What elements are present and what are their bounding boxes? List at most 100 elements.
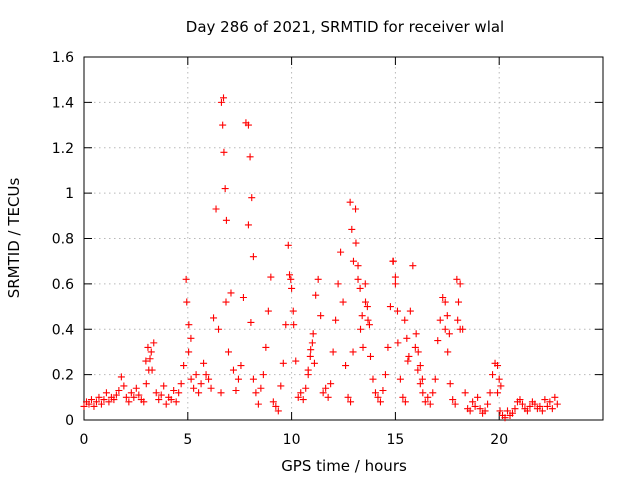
data-point-marker <box>455 298 463 306</box>
data-point-marker <box>117 373 125 381</box>
data-point-marker <box>267 273 275 281</box>
data-point-marker <box>274 407 282 415</box>
data-point-marker <box>346 198 354 206</box>
data-point-marker <box>443 312 451 320</box>
data-point-marker <box>105 398 113 406</box>
data-point-marker <box>531 400 539 408</box>
data-point-marker <box>381 371 389 379</box>
data-point-marker <box>359 343 367 351</box>
data-point-marker <box>379 387 387 395</box>
data-point-marker <box>364 316 372 324</box>
data-point-marker <box>416 362 424 370</box>
x-tick-label: 0 <box>80 432 89 448</box>
y-tick-label: 0.2 <box>52 368 74 384</box>
data-point-marker <box>279 359 287 367</box>
data-point-marker <box>516 396 524 404</box>
y-tick-label: 0.8 <box>52 232 74 248</box>
data-point-marker <box>157 391 165 399</box>
data-point-marker <box>429 389 437 397</box>
data-point-marker <box>494 389 502 397</box>
data-point-marker <box>132 384 140 392</box>
data-point-marker <box>152 389 160 397</box>
data-point-marker <box>444 348 452 356</box>
y-tick-label: 1 <box>65 186 74 202</box>
data-point-marker <box>142 380 150 388</box>
data-point-marker <box>541 396 549 404</box>
data-point-marker <box>421 398 429 406</box>
data-point-marker <box>361 280 369 288</box>
data-point-marker <box>282 321 290 329</box>
data-point-marker <box>229 366 237 374</box>
data-point-marker <box>329 348 337 356</box>
data-point-marker <box>115 387 123 395</box>
data-point-marker <box>376 398 384 406</box>
data-point-marker <box>217 389 225 397</box>
data-point-marker <box>497 382 505 390</box>
point-layer <box>80 94 561 422</box>
data-point-marker <box>449 396 457 404</box>
data-point-marker <box>362 298 370 306</box>
data-point-marker <box>150 339 158 347</box>
y-axis-title: SRMTID / TECUs <box>5 178 23 299</box>
data-point-marker <box>190 384 198 392</box>
data-point-marker <box>249 253 257 261</box>
y-tick-label: 1.2 <box>52 141 74 157</box>
data-point-marker <box>445 330 453 338</box>
data-point-marker <box>403 334 411 342</box>
data-point-marker <box>222 216 230 224</box>
data-point-marker <box>167 396 175 404</box>
data-point-marker <box>366 352 374 360</box>
data-point-marker <box>317 312 325 320</box>
data-point-marker <box>222 298 230 306</box>
data-point-marker <box>358 312 366 320</box>
data-point-marker <box>494 362 502 370</box>
data-point-marker <box>374 393 382 401</box>
data-point-marker <box>416 380 424 388</box>
data-point-marker <box>394 339 402 347</box>
data-point-marker <box>371 389 379 397</box>
data-point-marker <box>142 357 150 365</box>
data-point-marker <box>352 239 360 247</box>
data-point-marker <box>232 387 240 395</box>
data-point-marker <box>80 402 88 410</box>
data-point-marker <box>140 398 148 406</box>
data-point-marker <box>244 221 252 229</box>
data-point-marker <box>354 275 362 283</box>
data-point-marker <box>177 380 185 388</box>
data-point-marker <box>210 314 218 322</box>
data-point-marker <box>180 362 188 370</box>
data-point-marker <box>304 366 312 374</box>
data-point-marker <box>347 398 355 406</box>
data-point-marker <box>386 303 394 311</box>
data-point-marker <box>202 371 210 379</box>
x-tick-label: 15 <box>386 432 404 448</box>
x-tick-label: 10 <box>283 432 301 448</box>
data-point-marker <box>284 241 292 249</box>
data-point-marker <box>401 316 409 324</box>
data-point-marker <box>342 362 350 370</box>
x-tick-layer: 0 5 10 15 20 <box>80 57 508 448</box>
y-tick-layer: 0 0.2 0.4 0.6 0.8 1 1.2 1.4 1.6 <box>52 50 603 429</box>
data-point-marker <box>453 275 461 283</box>
data-point-marker <box>187 375 195 383</box>
data-point-marker <box>393 307 401 315</box>
data-point-marker <box>249 375 257 383</box>
data-point-marker <box>182 275 190 283</box>
data-point-marker <box>486 389 494 397</box>
data-point-marker <box>508 409 516 417</box>
data-point-marker <box>244 121 252 129</box>
data-point-marker <box>227 289 235 297</box>
data-point-marker <box>369 375 377 383</box>
data-point-marker <box>221 185 229 193</box>
data-point-marker <box>356 284 364 292</box>
data-point-marker <box>289 307 297 315</box>
data-point-marker <box>264 307 272 315</box>
data-point-marker <box>523 407 531 415</box>
data-point-marker <box>219 121 227 129</box>
data-point-marker <box>365 321 373 329</box>
data-point-marker <box>436 316 444 324</box>
data-point-marker <box>286 271 294 279</box>
data-point-marker <box>476 405 484 413</box>
data-point-marker <box>306 352 314 360</box>
